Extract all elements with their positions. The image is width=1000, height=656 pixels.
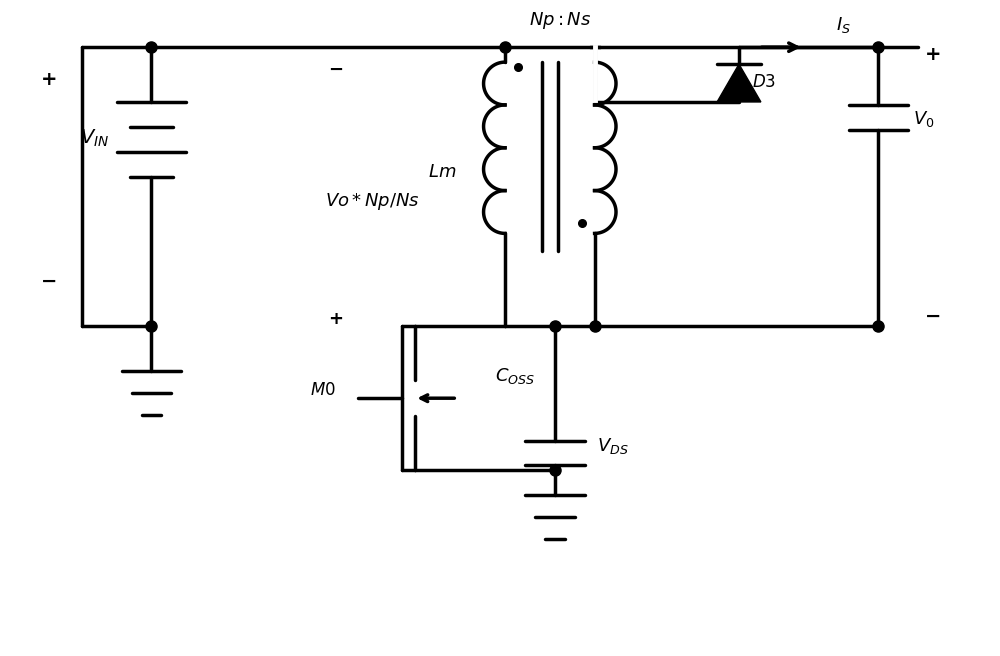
Text: $V_{IN}$: $V_{IN}$ — [80, 128, 109, 150]
Text: $Np:Ns$: $Np:Ns$ — [529, 10, 591, 31]
Text: −: − — [925, 306, 941, 325]
Text: $I_S$: $I_S$ — [836, 15, 851, 35]
Text: +: + — [925, 45, 941, 64]
Text: +: + — [328, 310, 343, 328]
Polygon shape — [717, 64, 761, 102]
Text: $C_{OSS}$: $C_{OSS}$ — [495, 366, 535, 386]
Text: +: + — [41, 70, 57, 89]
Text: $M0$: $M0$ — [310, 381, 336, 400]
Text: $D3$: $D3$ — [752, 73, 776, 91]
Text: −: − — [328, 61, 343, 79]
Text: $V_0$: $V_0$ — [913, 109, 935, 129]
Text: $Vo*Np/Ns$: $Vo*Np/Ns$ — [325, 191, 420, 212]
Text: $V_{DS}$: $V_{DS}$ — [597, 436, 628, 455]
Text: $Lm$: $Lm$ — [428, 163, 456, 180]
Text: −: − — [41, 272, 57, 291]
